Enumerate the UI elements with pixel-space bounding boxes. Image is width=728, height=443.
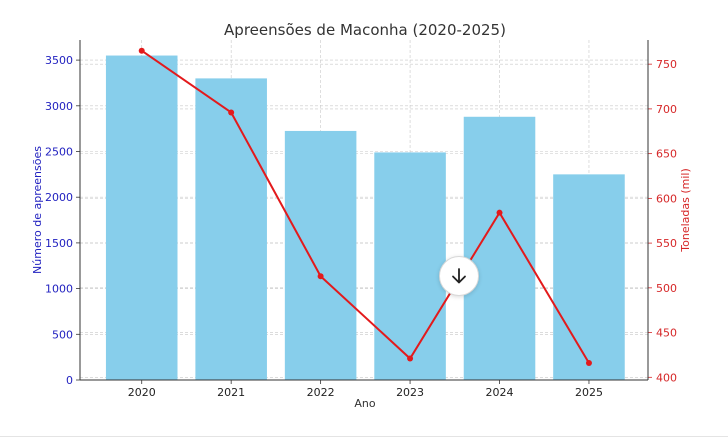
line-point-2025 [585,360,592,366]
bar-2022 [284,130,357,380]
line-series [138,47,592,366]
line-point-2022 [317,273,324,280]
bar-2023 [374,152,446,380]
chart-title: Apreensões de Maconha (2020-2025) [224,21,506,39]
bars [105,55,625,381]
arrow-down-icon [452,268,466,284]
y-right-tick-label: 400 [656,371,677,384]
scroll-down-button[interactable] [439,256,479,296]
axes: 0 500 1000 1500 2000 2500 3000 3500 400 450 500 550… [45,40,677,399]
y-right-tick-label: 700 [656,103,677,116]
bar-2024 [463,116,536,380]
x-tick-label: 2020 [128,386,156,399]
x-tick-label: 2021 [217,386,245,399]
bar-2021 [195,78,267,381]
bar-2020 [105,55,178,381]
y-left-tick-label: 3000 [45,100,73,113]
line-path [141,49,590,364]
y-left-axis-label: Número de apreensões [31,146,44,274]
line-point-2024 [496,209,503,216]
y-right-tick-label: 600 [656,192,677,205]
y-left-tick-label: 3500 [45,54,73,67]
y-right-axis-label: Toneladas (mil) [679,168,692,252]
y-right-tick-label: 750 [656,58,677,71]
y-left-tick-label: 0 [66,374,73,387]
y-left-tick-label: 2000 [45,191,73,204]
y-left-tick-label: 1000 [45,283,73,296]
bar-2025 [553,174,625,380]
line-point-2023 [407,355,414,362]
bottom-divider [0,436,728,437]
y-right-tick-label: 450 [656,327,677,340]
x-tick-label: 2023 [396,386,424,399]
y-right-tick-label: 550 [656,237,677,250]
y-right-tick-label: 500 [656,282,677,295]
y-right-tick-label: 650 [656,148,677,161]
y-left-tick-label: 500 [52,328,73,341]
line-point-2021 [228,109,235,116]
y-left-tick-label: 1500 [45,237,73,250]
line-point-2020 [138,47,145,54]
x-axis-label: Ano [354,397,375,410]
y-left-tick-label: 2500 [45,146,73,159]
x-tick-label: 2024 [486,386,514,399]
x-tick-label: 2022 [307,386,335,399]
x-tick-label: 2025 [575,386,603,399]
